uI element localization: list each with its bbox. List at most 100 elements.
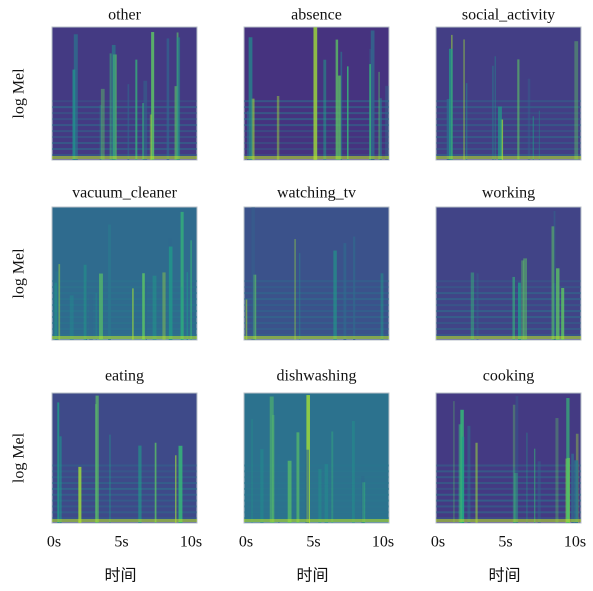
spectrogram-band — [244, 505, 389, 507]
spectrogram-floor — [436, 336, 581, 339]
spectrogram-floor — [244, 519, 389, 522]
spectrogram-stripe — [288, 461, 292, 523]
spectrogram-band — [52, 286, 197, 288]
spectrogram-stripe — [378, 72, 380, 160]
spectrogram-stripe — [512, 277, 515, 340]
spectrogram — [244, 393, 389, 523]
spectrogram-band — [436, 136, 581, 138]
x-axis-label: 时间 — [296, 567, 328, 585]
spectrogram-stripe — [533, 116, 534, 160]
x-tick-label: 10s — [564, 534, 586, 551]
spectrogram-stripe — [352, 421, 355, 523]
spectrogram-stripe — [294, 239, 296, 340]
spectrogram-stripe — [138, 446, 141, 523]
y-axis-label: log Mel — [11, 432, 28, 483]
spectrogram-stripe — [127, 84, 129, 160]
spectrogram-stripe — [181, 287, 183, 340]
spectrogram-stripe — [278, 454, 280, 523]
spectrogram — [436, 393, 581, 523]
spectrogram-stripe — [296, 432, 299, 523]
panel-title: dishwashing — [277, 368, 357, 385]
panel-title: cooking — [483, 368, 535, 385]
spectrogram-stripe — [462, 437, 464, 523]
spectrogram-stripe — [343, 243, 346, 340]
spectrogram-band — [436, 118, 581, 120]
panel-title: vacuum_cleaner — [72, 185, 178, 202]
spectrogram-stripe — [498, 107, 502, 160]
spectrogram-band — [244, 328, 389, 330]
figure: otherabsencesocial_activityvacuum_cleane… — [0, 0, 593, 591]
spectrogram-band — [52, 316, 197, 318]
x-tick-label: 10s — [180, 534, 202, 551]
spectrogram-stripe — [371, 30, 375, 160]
spectrogram-band — [436, 517, 581, 519]
spectrogram-band — [52, 334, 197, 336]
spectrogram-stripe — [146, 282, 147, 340]
y-axis-label: log Mel — [11, 248, 28, 299]
spectrogram-stripe — [495, 56, 496, 160]
spectrogram-stripe — [277, 96, 279, 160]
spectrogram-stripe — [143, 81, 147, 160]
spectrogram-stripe — [518, 283, 521, 340]
spectrogram-band — [244, 292, 389, 294]
spectrogram-stripe — [60, 436, 62, 523]
spectrogram-band — [436, 124, 581, 126]
spectrogram-stripe — [190, 240, 191, 340]
spectrogram-bg — [244, 207, 389, 340]
spectrogram-stripe — [336, 40, 338, 160]
spectrogram — [244, 27, 389, 160]
spectrogram-stripe — [249, 37, 253, 160]
spectrogram-stripe — [70, 295, 74, 340]
spectrogram-stripe — [449, 49, 453, 160]
spectrogram-band — [244, 511, 389, 513]
spectrogram-stripe — [385, 86, 389, 160]
spectrogram-band — [436, 500, 581, 502]
spectrogram-stripe — [471, 272, 474, 340]
spectrogram-band — [436, 100, 581, 102]
spectrogram-stripe — [528, 79, 530, 160]
spectrogram-stripe — [260, 449, 263, 523]
spectrogram-stripe — [246, 299, 248, 340]
spectrogram-floor — [436, 519, 581, 522]
spectrogram-floor — [52, 156, 197, 159]
spectrogram-stripe — [109, 435, 110, 523]
spectrogram-stripe — [179, 446, 183, 523]
spectrogram — [436, 27, 581, 160]
spectrogram-stripe — [58, 264, 60, 340]
spectrogram-stripe — [466, 83, 468, 160]
spectrogram — [244, 207, 389, 340]
spectrogram-stripe — [555, 418, 558, 523]
spectrogram-stripe — [155, 443, 157, 523]
spectrogram-band — [52, 292, 197, 294]
spectrogram-stripe — [539, 111, 540, 160]
spectrogram-band — [52, 322, 197, 324]
spectrogram-stripe — [150, 114, 152, 160]
spectrogram-stripe — [135, 60, 137, 160]
spectrogram-stripe — [492, 66, 493, 160]
spectrogram-stripe — [96, 396, 99, 523]
spectrogram-band — [436, 106, 581, 108]
spectrogram-band — [436, 142, 581, 144]
spectrogram-stripe — [57, 402, 59, 523]
spectrogram-band — [244, 500, 389, 502]
panel-title: working — [482, 185, 535, 202]
spectrogram-stripe — [270, 397, 274, 523]
panel-title: other — [108, 7, 142, 24]
spectrogram-stripe — [54, 283, 57, 340]
spectrogram-stripe — [353, 237, 355, 340]
spectrogram-band — [436, 112, 581, 114]
spectrogram-band — [436, 482, 581, 484]
x-axis-label: 时间 — [488, 567, 520, 585]
spectrogram-band — [52, 310, 197, 312]
spectrogram-stripe — [463, 39, 465, 160]
spectrogram-band — [436, 465, 581, 467]
spectrogram — [436, 207, 581, 340]
spectrogram-band — [436, 494, 581, 496]
spectrogram-stripe — [313, 27, 317, 160]
spectrogram-stripe — [331, 431, 333, 523]
spectrogram-stripe — [175, 455, 176, 523]
spectrogram — [52, 393, 197, 523]
spectrogram-stripe — [453, 401, 454, 523]
panel-title: eating — [105, 368, 144, 385]
spectrogram-stripe — [305, 450, 309, 523]
